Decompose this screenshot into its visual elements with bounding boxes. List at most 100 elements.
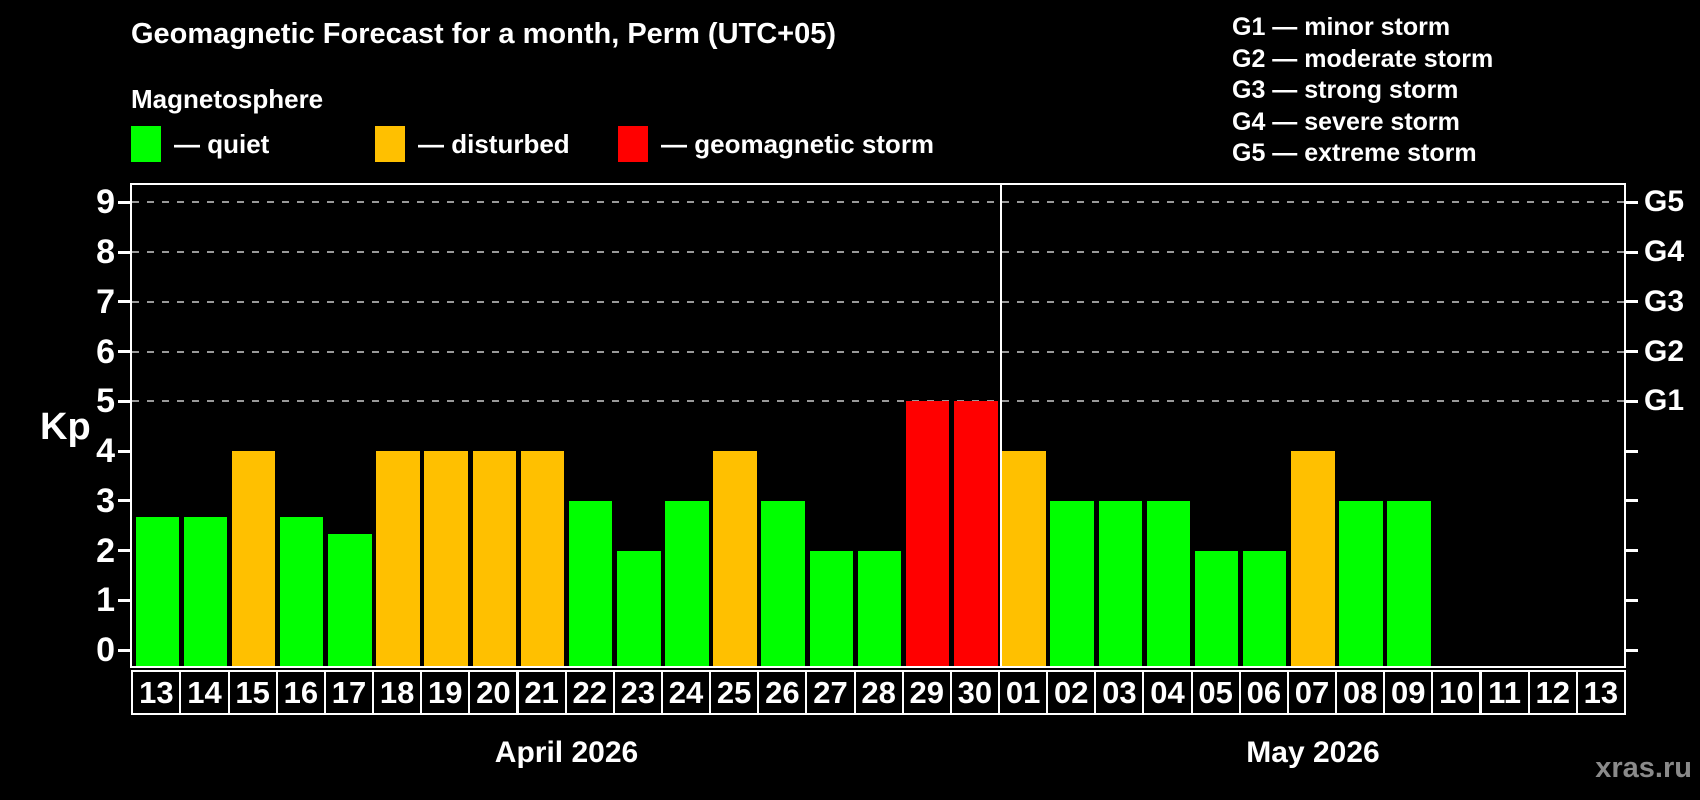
day-cell-may-10: 10 xyxy=(1431,670,1482,715)
kp-bar-day-18 xyxy=(376,451,420,666)
day-cell-may-02: 02 xyxy=(1046,670,1097,715)
chart-subtitle: Magnetosphere xyxy=(131,84,324,114)
g-level-label-g5: G5 xyxy=(1644,185,1685,219)
y-axis-tick xyxy=(118,300,130,304)
kp-bar-day-24 xyxy=(665,500,709,666)
month-separator-line xyxy=(1000,185,1002,666)
legend-item-quiet: — quiet xyxy=(131,124,269,164)
g-legend-line-g4: G4 — severe storm xyxy=(1232,107,1460,136)
kp-bar-day-02 xyxy=(1050,500,1094,666)
y-axis-tick xyxy=(118,549,130,552)
y-tick-label-1: 1 xyxy=(96,581,115,620)
y-axis-tick xyxy=(118,250,130,254)
g-legend-line-g1: G1 — minor storm xyxy=(1232,13,1451,41)
day-cell-may-13: 13 xyxy=(1575,670,1626,715)
right-axis-tick xyxy=(1626,598,1638,602)
legend-item-disturbed: — disturbed xyxy=(375,124,570,164)
kp-bar-day-13 xyxy=(135,517,179,666)
gridline-kp9 xyxy=(132,201,1624,204)
kp-bar-day-28 xyxy=(857,550,902,666)
legend-item-storm: — geomagnetic storm xyxy=(618,124,934,164)
legend-label-disturbed: — disturbed xyxy=(418,128,570,159)
kp-axis-label: Kp xyxy=(40,406,91,448)
day-cell-apr-14: 14 xyxy=(179,670,230,715)
day-cell-apr-25: 25 xyxy=(709,670,760,715)
day-cell-may-05: 05 xyxy=(1190,670,1241,715)
kp-bar-day-06 xyxy=(1242,550,1287,666)
g-level-label-g1: G1 xyxy=(1644,384,1685,418)
kp-bar-day-08 xyxy=(1339,500,1383,666)
day-cell-apr-13: 13 xyxy=(131,670,182,715)
day-cell-may-04: 04 xyxy=(1142,670,1193,715)
kp-bar-day-30 xyxy=(954,401,998,666)
kp-bar-day-22 xyxy=(568,500,613,666)
day-cell-apr-16: 16 xyxy=(275,670,326,715)
day-cell-may-12: 12 xyxy=(1527,670,1578,715)
y-axis-tick xyxy=(118,598,130,602)
y-tick-label-2: 2 xyxy=(96,531,115,570)
kp-bar-day-03 xyxy=(1098,500,1142,666)
y-axis-tick xyxy=(118,399,130,403)
g-legend-line-g5: G5 — extreme storm xyxy=(1232,139,1477,167)
day-cell-apr-28: 28 xyxy=(853,670,904,715)
kp-bar-day-05 xyxy=(1194,550,1239,666)
chart-title: Geomagnetic Forecast for a month, Perm (… xyxy=(131,18,837,50)
y-tick-label-3: 3 xyxy=(96,481,115,520)
disturbed-color-swatch xyxy=(375,126,405,162)
gridline-kp5 xyxy=(132,400,1624,403)
kp-bar-day-14 xyxy=(183,517,228,666)
right-axis-tick xyxy=(1626,200,1638,204)
kp-bar-day-04 xyxy=(1146,500,1191,666)
right-axis-tick xyxy=(1626,499,1638,503)
kp-bar-day-25 xyxy=(713,451,757,666)
plot-area xyxy=(130,183,1626,668)
g-legend-line-g2: G2 — moderate storm xyxy=(1232,44,1494,73)
g-level-label-g4: G4 xyxy=(1644,235,1685,268)
y-tick-label-6: 6 xyxy=(96,332,115,371)
kp-bar-day-27 xyxy=(809,550,854,666)
legend-label-quiet: — quiet xyxy=(174,128,270,159)
day-cell-apr-20: 20 xyxy=(468,670,519,715)
day-cell-apr-26: 26 xyxy=(757,670,808,715)
day-cell-apr-19: 19 xyxy=(420,670,471,715)
g-level-label-g3: G3 xyxy=(1644,284,1685,318)
kp-bar-day-23 xyxy=(617,550,661,666)
g-legend-line-g3: G3 — strong storm xyxy=(1232,76,1459,104)
day-cell-may-03: 03 xyxy=(1094,670,1145,715)
y-tick-label-0: 0 xyxy=(96,631,115,669)
quiet-color-swatch xyxy=(131,126,161,162)
kp-bar-day-15 xyxy=(231,451,276,666)
kp-bar-day-09 xyxy=(1387,500,1431,666)
legend-label-storm: — geomagnetic storm xyxy=(661,128,935,159)
day-cell-apr-15: 15 xyxy=(227,670,278,715)
y-tick-label-8: 8 xyxy=(96,233,115,271)
y-axis-tick xyxy=(118,499,130,503)
day-cell-apr-22: 22 xyxy=(564,670,615,715)
right-axis-tick xyxy=(1626,350,1638,353)
kp-bar-day-17 xyxy=(328,534,372,666)
gridline-kp7 xyxy=(132,300,1624,303)
y-axis-tick xyxy=(118,449,130,453)
y-axis-tick xyxy=(118,648,130,652)
right-axis-tick xyxy=(1626,399,1638,403)
day-cell-apr-27: 27 xyxy=(805,670,856,715)
gridline-kp8 xyxy=(132,251,1624,253)
right-axis-tick xyxy=(1626,449,1638,453)
kp-bar-day-01 xyxy=(1002,451,1046,666)
g-level-label-g2: G2 xyxy=(1644,334,1685,368)
day-cell-apr-29: 29 xyxy=(901,670,952,715)
y-tick-label-7: 7 xyxy=(96,282,115,321)
kp-bar-day-21 xyxy=(520,451,565,666)
day-cell-apr-24: 24 xyxy=(660,670,712,715)
day-cell-may-09: 09 xyxy=(1383,670,1434,715)
watermark: xras.ru xyxy=(1595,752,1692,784)
y-tick-label-5: 5 xyxy=(96,382,115,421)
day-cell-apr-17: 17 xyxy=(323,670,375,715)
day-cell-apr-23: 23 xyxy=(612,670,663,715)
day-cell-may-01: 01 xyxy=(998,670,1049,715)
kp-bar-day-07 xyxy=(1291,451,1335,666)
day-cell-may-11: 11 xyxy=(1479,670,1530,715)
right-axis-tick xyxy=(1626,300,1638,304)
month-label-april: April 2026 xyxy=(494,736,639,769)
